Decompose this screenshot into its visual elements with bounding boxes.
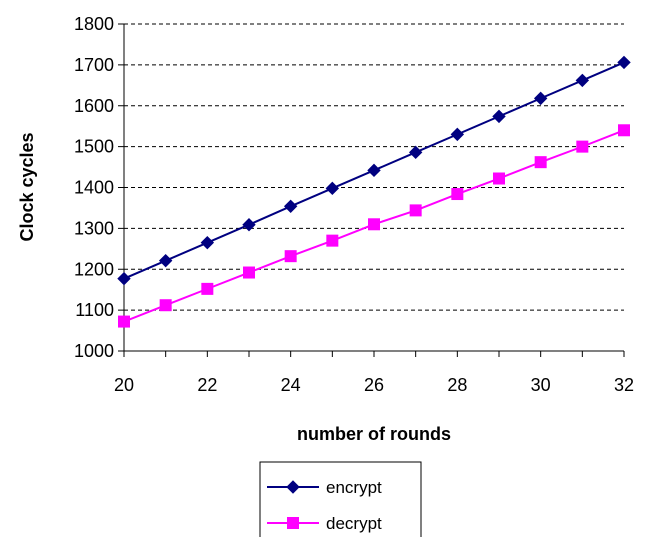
x-tick-label: 28 bbox=[447, 375, 467, 395]
y-axis-title: Clock cycles bbox=[17, 132, 37, 241]
data-point-decrypt bbox=[451, 188, 464, 201]
legend-label-encrypt: encrypt bbox=[326, 478, 382, 497]
y-tick-label: 1300 bbox=[74, 218, 114, 238]
data-point-encrypt bbox=[617, 55, 631, 70]
data-point-encrypt bbox=[117, 271, 131, 286]
data-point-decrypt bbox=[159, 299, 172, 312]
legend-label-decrypt: decrypt bbox=[326, 514, 382, 533]
data-point-decrypt bbox=[618, 124, 630, 137]
x-tick-label: 26 bbox=[364, 375, 384, 395]
legend-marker-encrypt bbox=[286, 480, 300, 494]
data-point-decrypt bbox=[326, 234, 339, 247]
y-tick-label: 1100 bbox=[75, 300, 114, 320]
data-point-encrypt bbox=[200, 235, 215, 250]
data-point-decrypt bbox=[534, 156, 547, 169]
data-point-decrypt bbox=[409, 204, 422, 217]
data-point-decrypt bbox=[368, 218, 380, 231]
y-tick-labels: 1000 1100 1200 1300 1400 1500 1600 1700 1800 bbox=[74, 14, 114, 361]
x-tick-label: 22 bbox=[197, 375, 217, 395]
x-tick-label: 30 bbox=[531, 375, 551, 395]
data-point-encrypt bbox=[242, 217, 256, 232]
y-tick-label: 1200 bbox=[74, 259, 114, 279]
gridlines bbox=[124, 23, 624, 311]
x-tick-label: 20 bbox=[114, 375, 134, 395]
data-point-decrypt bbox=[243, 266, 255, 279]
data-point-encrypt bbox=[158, 253, 173, 268]
data-point-encrypt bbox=[283, 199, 298, 214]
data-point-decrypt bbox=[284, 250, 297, 263]
y-tick-label: 1400 bbox=[74, 178, 114, 198]
y-tick-label: 1000 bbox=[74, 341, 114, 361]
y-tick-label: 1500 bbox=[74, 137, 114, 157]
axes bbox=[118, 23, 625, 357]
data-point-encrypt bbox=[575, 73, 590, 88]
data-point-encrypt bbox=[533, 91, 548, 106]
y-tick-label: 1800 bbox=[74, 14, 114, 34]
legend: encrypt decrypt bbox=[259, 461, 422, 537]
series-group bbox=[117, 55, 631, 328]
data-point-encrypt bbox=[492, 109, 506, 124]
y-tick-label: 1700 bbox=[74, 55, 114, 75]
legend-box bbox=[259, 461, 422, 537]
data-point-encrypt bbox=[325, 181, 340, 196]
data-point-encrypt bbox=[450, 127, 465, 142]
data-point-encrypt bbox=[408, 145, 423, 160]
x-tick-label: 24 bbox=[281, 375, 301, 395]
data-point-decrypt bbox=[118, 315, 130, 328]
x-tick-label: 32 bbox=[614, 375, 634, 395]
x-tick-labels: 20 22 24 26 28 30 32 bbox=[114, 375, 634, 395]
data-point-encrypt bbox=[367, 163, 381, 178]
data-point-decrypt bbox=[493, 172, 505, 185]
data-point-decrypt bbox=[201, 282, 214, 295]
legend-marker-decrypt bbox=[287, 517, 299, 529]
y-tick-label: 1600 bbox=[74, 96, 114, 116]
data-point-decrypt bbox=[576, 140, 589, 153]
x-axis-title: number of rounds bbox=[297, 424, 451, 444]
